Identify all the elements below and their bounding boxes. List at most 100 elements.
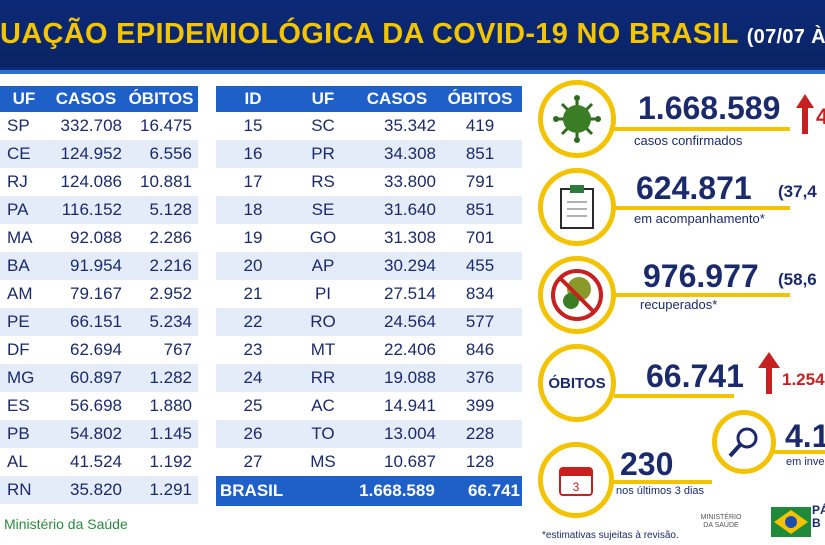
table-cell: GO (309, 228, 337, 247)
total-label: BRASIL (216, 476, 356, 506)
table-cell: SC (311, 116, 335, 135)
table-cell: 128 (465, 452, 495, 471)
search-icon (728, 427, 758, 458)
clipboard-icon-circle (538, 168, 616, 246)
table-cell: MT (310, 340, 336, 359)
monitoring-bar (614, 206, 790, 210)
table-row: AL 41.524 1.192 (0, 448, 198, 476)
table-cell: 31.308 (384, 228, 436, 247)
table-cell: 10.881 (140, 172, 192, 191)
table-row: 15 SC 35.342 419 (216, 112, 522, 140)
table-cell: 228 (438, 420, 522, 448)
table-cell: 54.802 (48, 420, 124, 448)
table-cell: PR (290, 140, 356, 168)
table-cell: 2.286 (149, 228, 192, 247)
table-cell: 791 (465, 172, 495, 191)
table-cell: 13.004 (356, 420, 438, 448)
table-cell: 60.897 (48, 364, 124, 392)
header-date: (07/07 ÀS 1 (746, 26, 825, 48)
table-cell: 30.294 (356, 252, 438, 280)
deaths-value: 66.741 (646, 358, 744, 394)
table-cell: RJ (7, 172, 28, 191)
table-cell: 91.954 (48, 252, 124, 280)
investigation-value: 4.1 (785, 418, 825, 454)
table-cell: 22 (216, 308, 290, 336)
recovered-value: 976.977 (643, 258, 759, 294)
recent-label: nos últimos 3 dias (616, 485, 705, 497)
table-cell: 834 (465, 284, 495, 303)
table-cell: RO (290, 308, 356, 336)
table-cell: AM (7, 284, 33, 303)
table-cell: 332.708 (60, 116, 122, 135)
table-cell: 1.282 (124, 364, 198, 392)
table-cell: 124.086 (60, 172, 122, 191)
table-row: 21 PI 27.514 834 (216, 280, 522, 308)
table-cell: 26 (216, 420, 290, 448)
total-row: BRASIL 1.668.589 66.741 (216, 476, 522, 506)
recovered-bar (614, 293, 790, 297)
ministry-label: MINISTÉRIO DA SAÚDE (700, 514, 742, 529)
table-cell: 2.952 (149, 284, 192, 303)
table-row: 18 SE 31.640 851 (216, 196, 522, 224)
table-cell: 5.234 (124, 308, 198, 336)
calendar-icon-circle: 3 (538, 442, 614, 518)
table-cell: 455 (438, 252, 522, 280)
magnifier-icon-circle (712, 410, 776, 474)
table-cell: PA (0, 196, 48, 224)
table-cell: RR (290, 364, 356, 392)
table-row: DF 62.694 767 (0, 336, 198, 364)
table-cell: 1.145 (124, 420, 198, 448)
table-cell: RS (311, 172, 335, 191)
table-cell: MG (0, 364, 48, 392)
column-header: ID (216, 86, 290, 112)
column-header: UF (0, 86, 48, 112)
header-divider (0, 70, 825, 74)
table-header-row: ID UF CASOS ÓBITOS (216, 86, 522, 112)
table-row: MG 60.897 1.282 (0, 364, 198, 392)
table-cell: 23 (243, 340, 263, 359)
total-deaths: 66.741 (438, 476, 522, 506)
table-cell: 1.880 (149, 396, 192, 415)
table-cell: 22.406 (384, 340, 436, 359)
confirmed-label: casos confirmados (634, 133, 743, 148)
table-cell: 31.640 (356, 196, 438, 224)
header-banner: UAÇÃO EPIDEMIOLÓGICA DA COVID-19 NO BRAS… (0, 0, 825, 70)
table-cell: 767 (163, 340, 192, 359)
table-cell: MS (310, 452, 336, 471)
table-row: 19 GO 31.308 701 (216, 224, 522, 252)
table-row: 16 PR 34.308 851 (216, 140, 522, 168)
table-cell: AL (7, 452, 28, 471)
brazil-flag-logo (771, 507, 811, 537)
no-virus-icon-circle (538, 256, 616, 334)
table-cell: 16 (216, 140, 290, 168)
table-cell: TO (290, 420, 356, 448)
confirmed-value: 1.668.589 (638, 90, 781, 126)
table-row: MA 92.088 2.286 (0, 224, 198, 252)
table-row: 24 RR 19.088 376 (216, 364, 522, 392)
table-cell: 1.192 (149, 452, 192, 471)
table-cell: 577 (438, 308, 522, 336)
table-cell: 376 (438, 364, 522, 392)
table-cell: AC (311, 396, 335, 415)
table-cell: 701 (465, 228, 495, 247)
title-text: UAÇÃO EPIDEMIOLÓGICA DA COVID-19 NO BRAS… (0, 18, 739, 50)
deaths-delta: 1.254 (782, 370, 825, 389)
table-row: 23 MT 22.406 846 (216, 336, 522, 364)
monitoring-value: 624.871 (636, 170, 752, 206)
table-cell: 27.514 (384, 284, 436, 303)
table-cell: 2.216 (124, 252, 198, 280)
table-cell: 27 (243, 452, 263, 471)
table-cell: SE (290, 196, 356, 224)
table-cell: 79.167 (70, 284, 122, 303)
column-header: ÓBITOS (438, 86, 522, 112)
table-row: ES 56.698 1.880 (0, 392, 198, 420)
table-cell: 10.687 (384, 452, 436, 471)
virus-icon-circle (538, 80, 616, 158)
table-row: 27 MS 10.687 128 (216, 448, 522, 476)
table-cell: 1.291 (124, 476, 198, 504)
table-cell: ES (7, 396, 30, 415)
virus-icon (553, 95, 601, 143)
table-cell: PB (0, 420, 48, 448)
table-row: PA 116.152 5.128 (0, 196, 198, 224)
deaths-circle-label: ÓBITOS (548, 374, 606, 392)
